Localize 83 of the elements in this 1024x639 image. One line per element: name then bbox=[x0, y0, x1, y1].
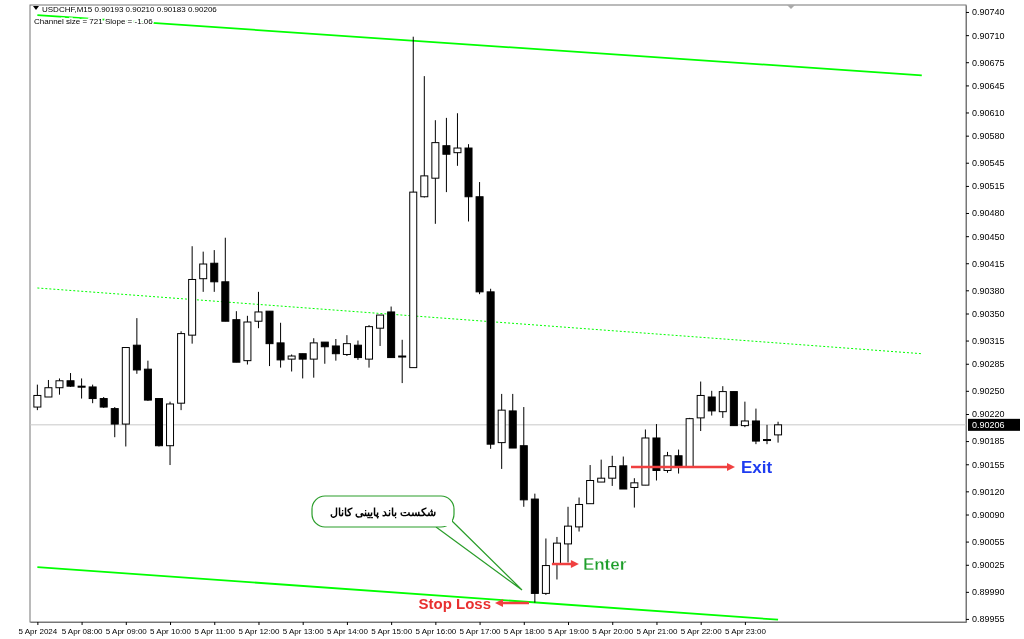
candlestick bbox=[453, 112, 462, 167]
x-tick-label: 5 Apr 09:00 bbox=[105, 626, 148, 636]
candlestick bbox=[696, 381, 705, 432]
candlestick bbox=[331, 338, 340, 362]
candlestick bbox=[442, 117, 451, 193]
x-tick-label: 5 Apr 12:00 bbox=[238, 626, 280, 636]
candlestick bbox=[110, 406, 119, 438]
candlestick bbox=[575, 497, 584, 533]
y-tick-label: 0.90025 bbox=[972, 560, 1005, 571]
y-tick-label: 0.90450 bbox=[972, 231, 1005, 242]
candlestick bbox=[88, 384, 97, 404]
candlestick bbox=[763, 424, 772, 445]
candlestick bbox=[707, 390, 716, 417]
y-tick-label: 0.90545 bbox=[972, 158, 1005, 169]
y-tick-label: 0.90740 bbox=[972, 7, 1005, 18]
x-tick-label: 5 Apr 18:00 bbox=[503, 626, 546, 636]
annotation: Exit bbox=[741, 458, 773, 477]
candlestick bbox=[597, 459, 606, 483]
x-tick-label: 5 Apr 22:00 bbox=[680, 626, 723, 636]
y-tick-label: 0.90710 bbox=[972, 30, 1005, 41]
candlestick bbox=[199, 251, 208, 293]
candlestick bbox=[77, 377, 86, 400]
candlestick bbox=[619, 456, 628, 490]
x-tick-label: 5 Apr 14:00 bbox=[326, 626, 369, 636]
y-tick-label: 0.90155 bbox=[972, 459, 1005, 470]
annotation: Enter bbox=[582, 555, 627, 575]
candlestick bbox=[751, 408, 760, 445]
candlestick bbox=[420, 75, 429, 199]
y-tick-label: 0.90515 bbox=[972, 181, 1005, 192]
x-tick-label: 5 Apr 19:00 bbox=[548, 626, 590, 636]
y-tick-label: 0.90350 bbox=[972, 308, 1005, 319]
x-tick-label: 5 Apr 20:00 bbox=[592, 626, 634, 636]
annotation: Stop Loss bbox=[418, 595, 491, 612]
candlestick bbox=[342, 334, 351, 357]
y-tick-label: 0.90055 bbox=[972, 536, 1005, 547]
candlestick bbox=[674, 449, 683, 475]
candlestick bbox=[630, 477, 639, 509]
candlestick bbox=[740, 401, 749, 428]
y-tick-label: 0.90480 bbox=[972, 208, 1005, 219]
x-tick-label: 5 Apr 13:00 bbox=[282, 626, 325, 636]
y-tick-label: 0.90285 bbox=[972, 359, 1005, 370]
candlestick bbox=[254, 291, 263, 329]
y-tick-label: 0.90220 bbox=[972, 409, 1005, 420]
y-tick-label: 0.90090 bbox=[972, 509, 1005, 520]
x-tick-label: 5 Apr 10:00 bbox=[150, 626, 192, 636]
y-tick-label: 0.90580 bbox=[972, 131, 1005, 142]
y-tick-label: 0.90415 bbox=[972, 258, 1005, 269]
x-tick-label: 5 Apr 23:00 bbox=[724, 626, 767, 636]
candlestick bbox=[608, 455, 617, 487]
candlestick bbox=[718, 385, 727, 419]
x-tick-label: 5 Apr 15:00 bbox=[371, 626, 413, 636]
candlestick bbox=[33, 384, 42, 411]
candlestick bbox=[320, 341, 329, 365]
y-tick-label: 0.89955 bbox=[972, 614, 1005, 625]
x-tick-label: 5 Apr 16:00 bbox=[415, 626, 457, 636]
y-tick-label: 0.90250 bbox=[972, 386, 1005, 397]
candlestick bbox=[774, 421, 783, 444]
x-tick-label: 5 Apr 21:00 bbox=[636, 626, 678, 636]
chart-title: USDCHF,M15 0.90193 0.90210 0.90183 0.90206 bbox=[42, 5, 218, 14]
x-tick-label: 5 Apr 11:00 bbox=[194, 626, 236, 636]
y-tick-label: 0.90675 bbox=[972, 57, 1005, 68]
y-tick-label: 0.90185 bbox=[972, 436, 1005, 447]
y-tick-label: 0.90380 bbox=[972, 285, 1005, 296]
y-tick-label: 0.90645 bbox=[972, 80, 1005, 91]
y-tick-label: 0.89990 bbox=[972, 587, 1005, 598]
candlestick bbox=[398, 339, 407, 384]
y-tick-label: 0.90120 bbox=[972, 486, 1005, 497]
candlestick bbox=[552, 536, 561, 580]
candlestick bbox=[298, 353, 307, 379]
y-tick-label: 0.90610 bbox=[972, 107, 1005, 118]
annotation: شکست باند پایینی کانال bbox=[329, 505, 437, 519]
ref-line-label: 0.90206 bbox=[972, 420, 1005, 431]
candlestick bbox=[210, 249, 219, 293]
candlestick bbox=[586, 464, 595, 505]
y-tick-label: 0.90315 bbox=[972, 335, 1005, 346]
x-tick-label: 5 Apr 17:00 bbox=[459, 626, 502, 636]
candlestick bbox=[309, 337, 318, 379]
candlestick bbox=[353, 340, 362, 361]
candlestick bbox=[276, 322, 285, 369]
x-tick-label: 5 Apr 08:00 bbox=[61, 626, 104, 636]
candlestick bbox=[376, 314, 385, 347]
candlestick bbox=[564, 506, 573, 563]
x-tick-label: 5 Apr 2024 bbox=[18, 626, 58, 636]
